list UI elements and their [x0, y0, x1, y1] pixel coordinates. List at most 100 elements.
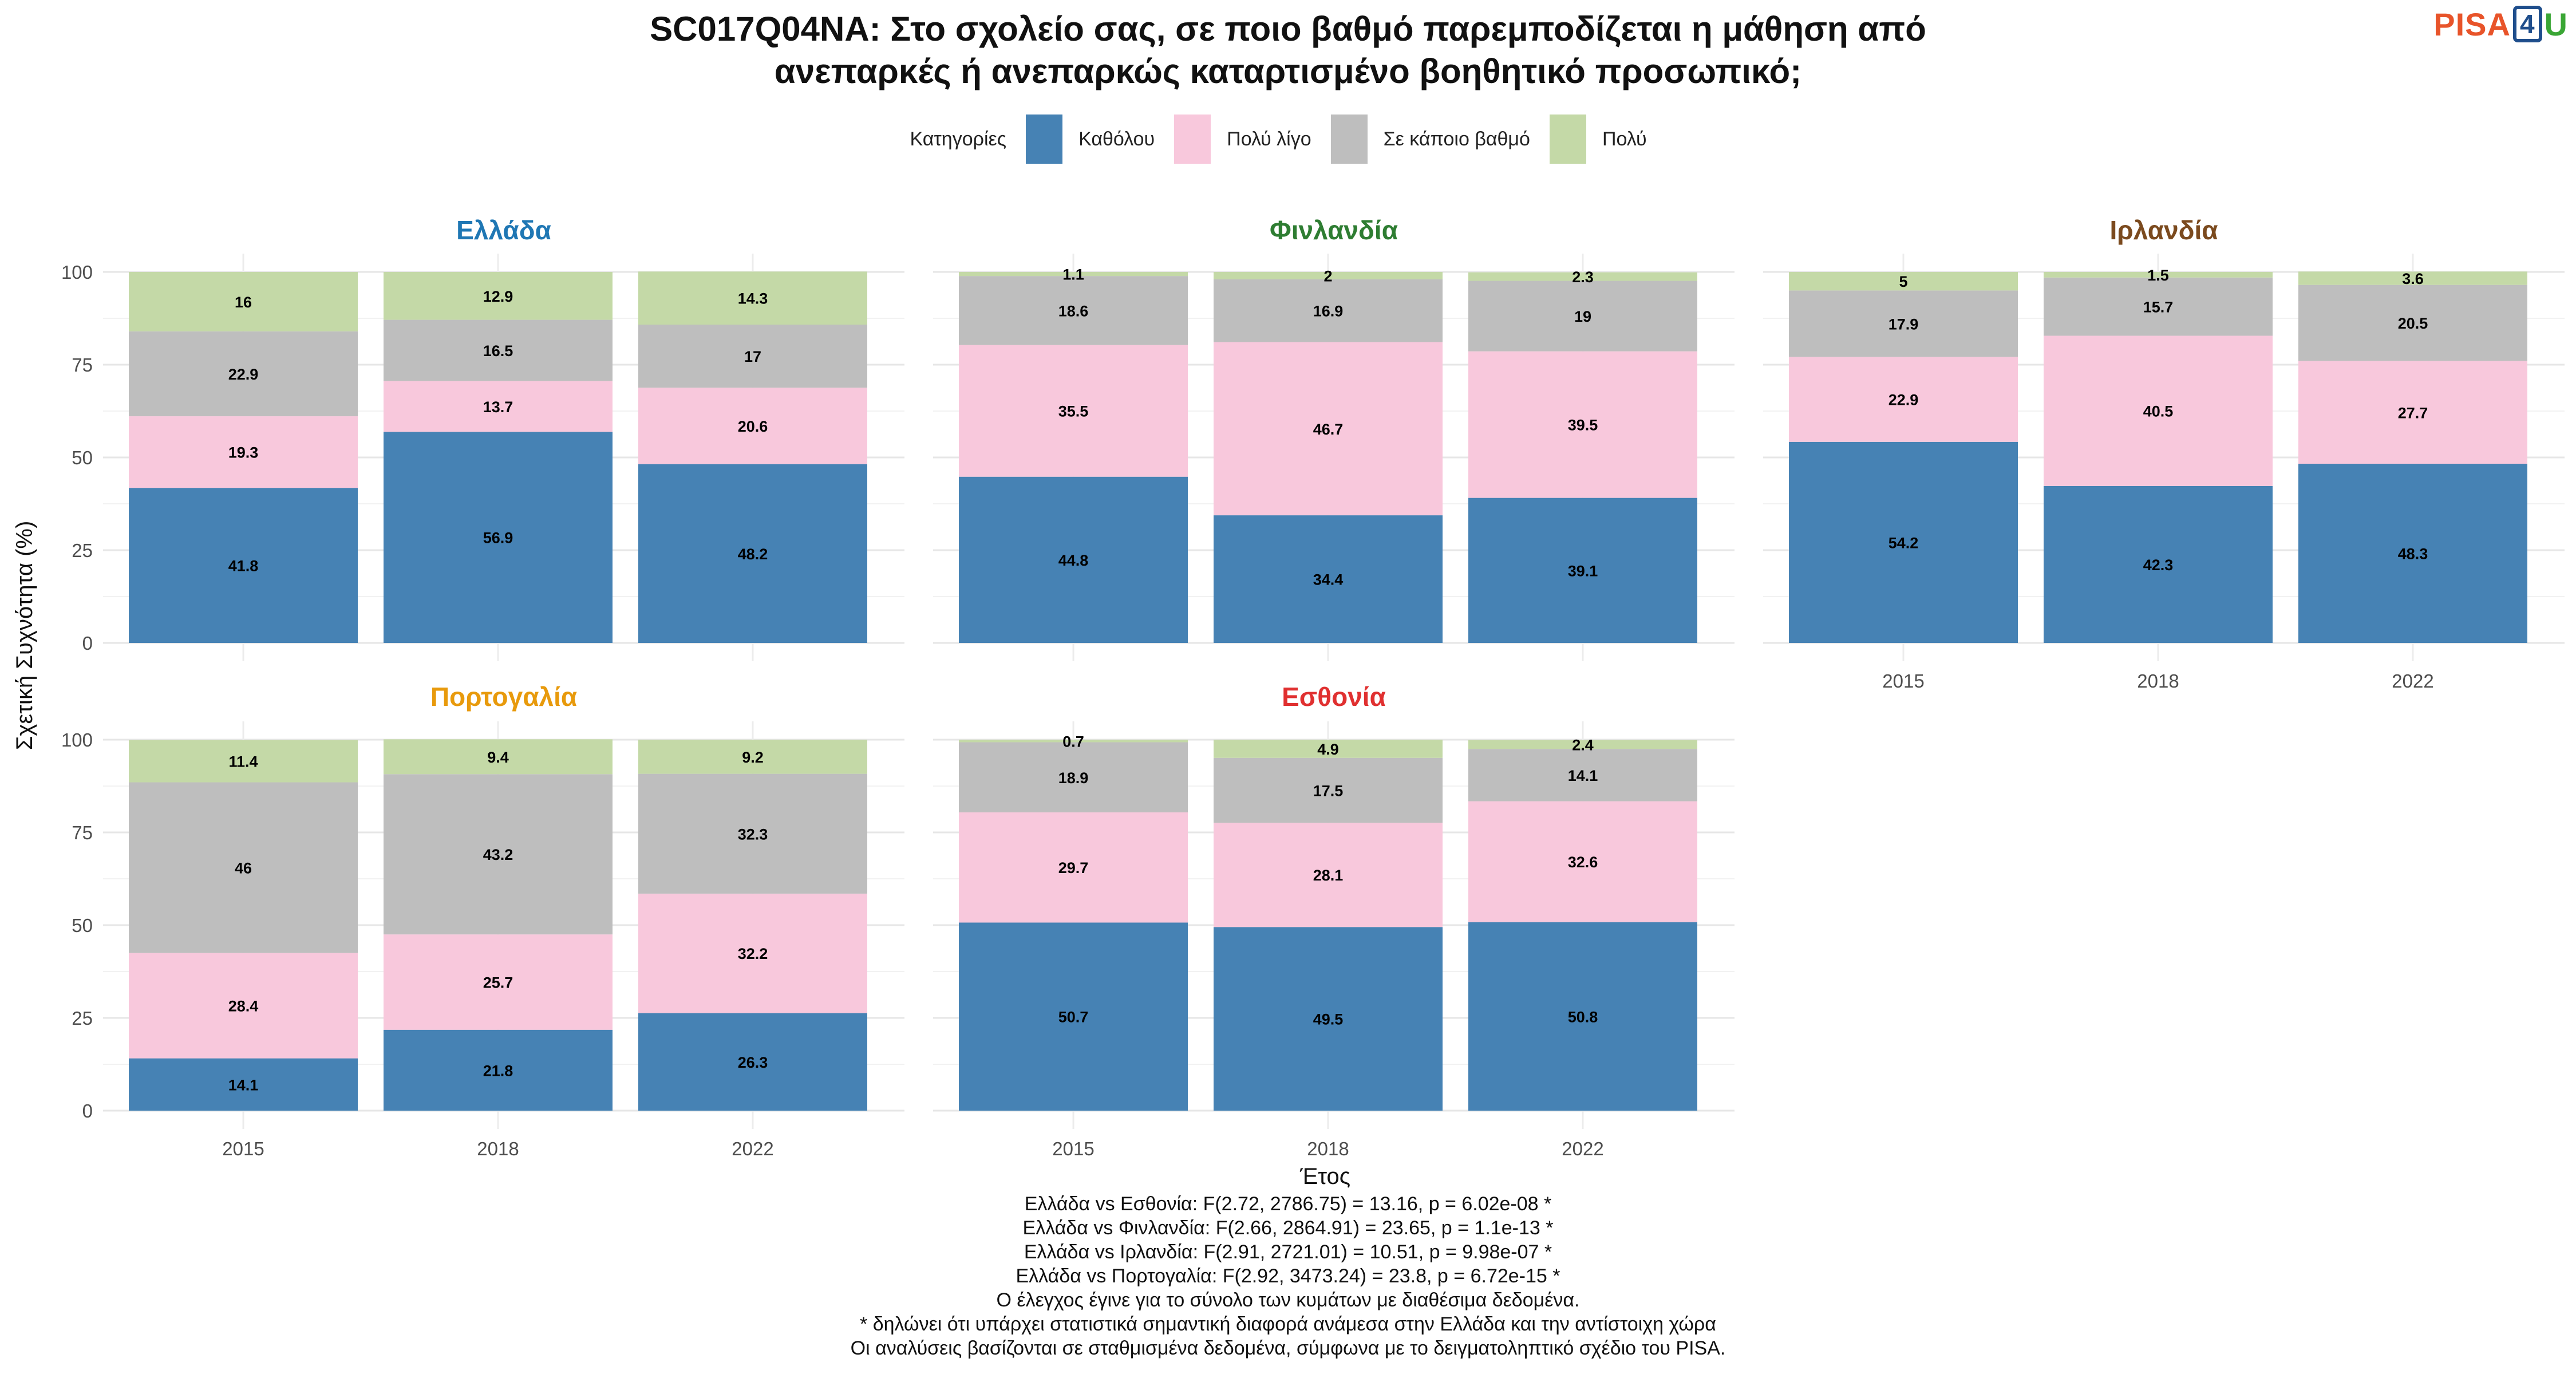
bar-segment — [129, 782, 358, 953]
footnote-line: Ελλάδα vs Εσθονία: F(2.72, 2786.75) = 13… — [1024, 1193, 1552, 1215]
logo-u-text: U — [2544, 6, 2568, 42]
bar-segment — [1468, 922, 1697, 1111]
data-label: 49.5 — [1313, 1011, 1344, 1028]
data-label: 46.7 — [1313, 421, 1344, 438]
data-label: 2.4 — [1572, 736, 1594, 753]
x-tick-label: 2018 — [477, 1138, 519, 1159]
bar-segment — [959, 922, 1188, 1111]
legend-label-poly: Πολύ — [1602, 128, 1647, 150]
data-label: 20.5 — [2398, 315, 2428, 332]
legend-swatch-poly — [1549, 114, 1586, 164]
data-label: 41.8 — [228, 558, 259, 575]
bar-segment — [959, 740, 1188, 743]
footnote-line: * δηλώνει ότι υπάρχει στατιστικά σημαντι… — [860, 1313, 1716, 1335]
y-tick-label: 75 — [72, 822, 93, 843]
y-tick-label: 0 — [82, 633, 93, 654]
panel-title: Ιρλανδία — [2109, 215, 2218, 245]
data-label: 0.7 — [1062, 733, 1084, 750]
data-label: 11.4 — [228, 753, 258, 771]
y-tick-label: 50 — [72, 915, 93, 936]
data-label: 18.6 — [1058, 302, 1089, 319]
bar-segment — [1468, 351, 1697, 498]
y-tick-label: 100 — [61, 729, 93, 751]
bar-segment — [129, 1058, 358, 1111]
data-label: 25.7 — [483, 974, 513, 991]
bar-segment — [2044, 485, 2273, 643]
footnote-line: Ελλάδα vs Πορτογαλία: F(2.92, 3473.24) =… — [1016, 1265, 1560, 1287]
bar-segment — [1214, 279, 1443, 342]
chart-title-line-1: SC017Q04NA: Στο σχολείο σας, σε ποιο βαθ… — [650, 10, 1926, 48]
bar-segment — [959, 345, 1188, 477]
data-label: 17.9 — [1888, 315, 1919, 333]
data-label: 12.9 — [483, 288, 513, 305]
footnote-line: Ελλάδα vs Ιρλανδία: F(2.91, 2721.01) = 1… — [1024, 1241, 1552, 1263]
bar-segment — [638, 893, 867, 1013]
bar-segment — [1468, 801, 1697, 922]
bar-segment — [1468, 498, 1697, 643]
data-label: 15.7 — [2143, 299, 2174, 316]
bar-segment — [2298, 361, 2527, 464]
bar-segment — [1789, 290, 2018, 357]
data-label: 2 — [1323, 267, 1332, 285]
bar-segment — [2044, 277, 2273, 336]
x-tick-label: 2022 — [2392, 670, 2433, 692]
data-label: 32.2 — [738, 945, 768, 962]
x-tick-label: 2022 — [1562, 1138, 1603, 1159]
data-label: 14.1 — [1568, 767, 1598, 784]
data-label: 50.8 — [1568, 1008, 1598, 1025]
data-label: 9.2 — [742, 749, 764, 766]
data-label: 1.5 — [2147, 267, 2169, 284]
data-label: 44.8 — [1058, 552, 1089, 569]
data-label: 27.7 — [2398, 404, 2428, 421]
bar-segment — [638, 271, 867, 325]
legend-item-poly: Πολύ — [1549, 114, 1647, 164]
bar-segment — [2044, 335, 2273, 486]
data-label: 43.2 — [483, 846, 513, 863]
y-tick-label: 50 — [72, 447, 93, 468]
legend-label-kapoio-vathmo: Σε κάποιο βαθμό — [1383, 128, 1530, 150]
data-label: 39.5 — [1568, 417, 1598, 434]
x-tick-label: 2018 — [1307, 1138, 1349, 1159]
bar-segment — [959, 272, 1188, 277]
bar-segment — [384, 272, 613, 320]
y-tick-label: 25 — [72, 1008, 93, 1029]
footnote-line: Ελλάδα vs Φινλανδία: F(2.66, 2864.91) = … — [1022, 1217, 1554, 1239]
bar-segment — [1214, 342, 1443, 516]
panel-title: Πορτογαλία — [430, 682, 577, 712]
y-axis-title: Σχετική Συχνότητα (%) — [12, 521, 37, 751]
x-axis-title: Έτος — [1299, 1164, 1350, 1189]
bar-segment — [638, 325, 867, 388]
bar-segment — [959, 276, 1188, 345]
legend-label-katholou: Καθόλου — [1078, 128, 1155, 150]
data-label: 1.1 — [1062, 266, 1084, 283]
data-label: 40.5 — [2143, 403, 2174, 420]
bar-segment — [638, 464, 867, 643]
bar-segment — [1789, 357, 2018, 442]
chart-title: SC017Q04NA: Στο σχολείο σας, σε ποιο βαθ… — [0, 8, 2576, 93]
data-label: 21.8 — [483, 1062, 513, 1079]
bar-segment — [2298, 285, 2527, 361]
panel-title: Φινλανδία — [1270, 215, 1398, 245]
bar-segment — [129, 488, 358, 643]
y-tick-label: 0 — [82, 1100, 93, 1122]
bar-segment — [1468, 749, 1697, 802]
data-label: 39.1 — [1568, 562, 1598, 579]
y-tick-label: 100 — [61, 262, 93, 283]
legend: Κατηγορίες Καθόλου Πολύ λίγο Σε κάποιο β… — [0, 114, 2576, 164]
bar-segment — [2298, 464, 2527, 643]
x-tick-label: 2015 — [1882, 670, 1924, 692]
data-label: 9.4 — [487, 749, 509, 766]
bar-segment — [1468, 272, 1697, 281]
legend-label-poly-ligo: Πολύ λίγο — [1227, 128, 1311, 150]
legend-item-katholou: Καθόλου — [1026, 114, 1155, 164]
footnote-line: Ο έλεγχος έγινε για το σύνολο των κυμάτω… — [996, 1289, 1580, 1311]
data-label: 34.4 — [1313, 571, 1344, 589]
panel-title: Εσθονία — [1282, 682, 1386, 712]
bar-segment — [384, 1029, 613, 1111]
data-label: 29.7 — [1058, 859, 1089, 876]
faceted-stacked-bar-chart: Ελλάδα025507510041.819.322.91656.913.716… — [12, 215, 2565, 1189]
legend-swatch-kapoio-vathmo — [1330, 114, 1368, 164]
bar-segment — [959, 742, 1188, 813]
data-label: 16.5 — [483, 342, 513, 360]
legend-item-poly-ligo: Πολύ λίγο — [1174, 114, 1311, 164]
